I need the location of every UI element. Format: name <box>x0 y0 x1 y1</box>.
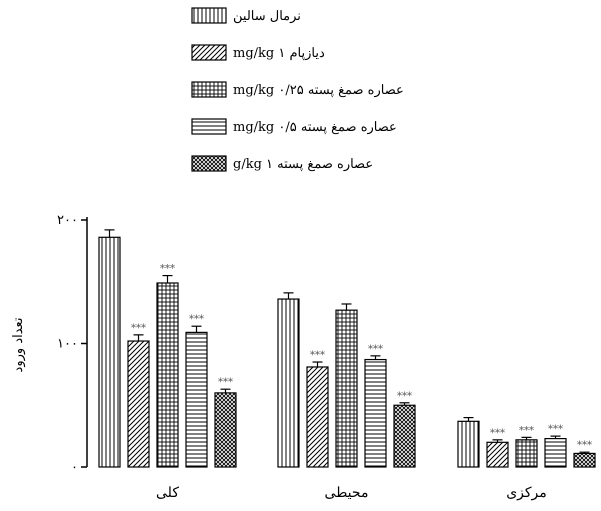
legend-label-2: دیازپام ۱ mg/kg <box>233 46 325 61</box>
category-label-3: مرکزی <box>506 485 547 501</box>
category-label-1: کلی <box>156 485 179 501</box>
significance-mark-2-5: *** <box>397 391 412 402</box>
significance-mark-3-3: *** <box>519 425 534 436</box>
bar-1-1 <box>98 236 121 468</box>
bar-3-2 <box>486 441 509 468</box>
bar-1-5 <box>214 392 237 468</box>
bar-3-3 <box>515 439 538 468</box>
legend: نرمال سالین دیازپام ۱ mg/kg عصاره صمغ پسته… <box>191 7 404 172</box>
bar-1-2 <box>127 340 150 468</box>
legend-swatch-3 <box>191 81 227 98</box>
significance-mark-3-5: *** <box>577 440 592 451</box>
bar-1-3 <box>156 282 179 468</box>
significance-mark-1-5: *** <box>218 377 233 388</box>
category-label-2: محیطی <box>325 485 369 501</box>
bars: *** *** *** *** کلی *** *** *** محیطی *** *** *** **… <box>98 229 596 501</box>
legend-swatch-5 <box>191 155 227 172</box>
y-tick-label-0: ۰ <box>71 460 78 475</box>
axes: ۰ ۱۰۰ ۲۰۰ <box>57 213 88 475</box>
bar-2-4 <box>364 358 387 468</box>
legend-label-1: نرمال سالین <box>233 9 301 24</box>
legend-label-5: عصاره صمغ پسته ۱ g/kg <box>233 157 373 172</box>
significance-mark-3-2: *** <box>490 428 505 439</box>
bar-1-4 <box>185 331 208 468</box>
bar-3-5 <box>573 452 596 468</box>
bar-3-1 <box>457 420 480 468</box>
legend-label-3: عصاره صمغ پسته ۰/۲۵ mg/kg <box>233 83 404 98</box>
significance-mark-2-4: *** <box>368 344 383 355</box>
significance-mark-1-3: *** <box>160 264 175 275</box>
significance-mark-2-2: *** <box>310 350 325 361</box>
y-tick-label-1: ۱۰۰ <box>57 337 78 352</box>
significance-mark-1-4: *** <box>189 314 204 325</box>
legend-label-4: عصاره صمغ پسته ۰/۵ mg/kg <box>233 120 397 135</box>
y-axis-label: تعداد ورود <box>11 317 26 372</box>
bar-2-1 <box>277 298 300 468</box>
bar-2-3 <box>335 309 358 468</box>
legend-swatch-1 <box>191 7 227 24</box>
bar-3-4 <box>544 437 567 468</box>
bar-2-5 <box>393 404 416 468</box>
legend-swatch-4 <box>191 118 227 135</box>
legend-swatch-2 <box>191 44 227 61</box>
significance-mark-1-2: *** <box>131 323 146 334</box>
y-tick-label-2: ۲۰۰ <box>57 213 78 228</box>
bar-2-2 <box>306 366 329 468</box>
significance-mark-3-4: *** <box>548 424 563 435</box>
